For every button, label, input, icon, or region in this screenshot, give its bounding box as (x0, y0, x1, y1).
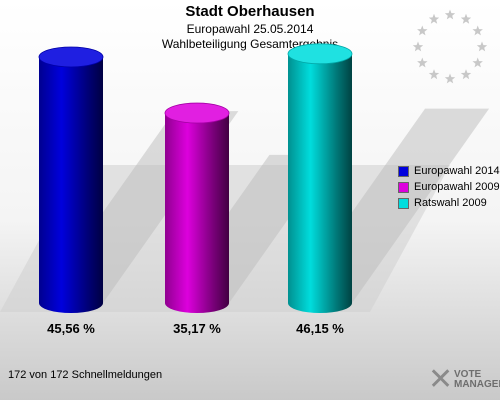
legend-swatch (398, 181, 409, 193)
vote-manager-logo: ✕ VOTEMANAGER (428, 363, 500, 398)
eu-star-icon (417, 25, 428, 36)
eu-star-icon (460, 69, 472, 80)
legend-label: Europawahl 2014 (414, 165, 500, 177)
chart-subtitle-election: Europawahl 25.05.2014 (186, 22, 314, 36)
bar-top (287, 43, 353, 65)
bar (164, 102, 230, 313)
eu-star-icon (417, 57, 428, 68)
eu-stars-icon (412, 9, 488, 84)
legend-swatch (398, 165, 409, 177)
bar-top (38, 46, 104, 68)
eu-star-icon (428, 69, 440, 80)
legend-item: Ratswahl 2009 (398, 195, 500, 211)
value-label: 45,56 % (47, 321, 95, 336)
legend-swatch (398, 197, 409, 209)
logo-text: VOTEMANAGER (454, 369, 500, 390)
eu-star-icon (472, 57, 483, 68)
legend-label: Europawahl 2009 (414, 181, 500, 193)
eu-star-icon (412, 41, 424, 52)
eu-star-icon (444, 73, 456, 84)
bar-body (39, 56, 103, 313)
value-label: 35,17 % (173, 321, 221, 336)
bar-top (164, 102, 230, 124)
legend-label: Ratswahl 2009 (414, 197, 487, 209)
bars (38, 43, 353, 313)
chart-title: Stadt Oberhausen (185, 3, 315, 20)
legend-item: Europawahl 2014 (398, 163, 500, 179)
eu-star-icon (472, 25, 483, 36)
value-label: 46,15 % (296, 321, 344, 336)
eu-star-icon (460, 13, 472, 24)
bar (287, 43, 353, 313)
legend: Europawahl 2014 Europawahl 2009 Ratswahl… (398, 163, 500, 211)
footer-status: 172 von 172 Schnellmeldungen (8, 369, 163, 381)
bar-body (165, 113, 229, 313)
legend-item: Europawahl 2009 (398, 179, 500, 195)
bar (38, 46, 104, 313)
eu-star-icon (476, 41, 488, 52)
eu-star-icon (444, 9, 456, 20)
x-logo-icon: ✕ (428, 363, 454, 396)
eu-star-icon (428, 13, 440, 24)
bar-body (288, 53, 352, 313)
